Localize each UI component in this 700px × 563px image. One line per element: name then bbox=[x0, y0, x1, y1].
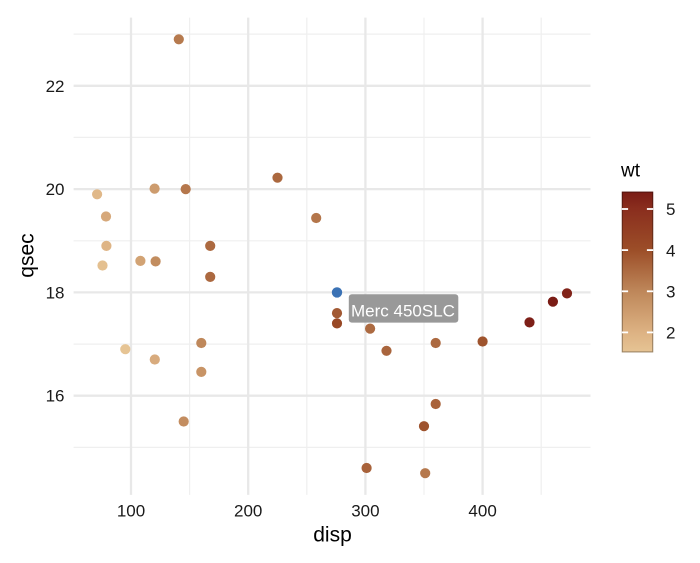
svg-text:5: 5 bbox=[666, 200, 675, 219]
svg-text:16: 16 bbox=[46, 387, 65, 406]
svg-text:wt: wt bbox=[620, 161, 641, 182]
svg-text:disp: disp bbox=[313, 524, 352, 547]
svg-text:200: 200 bbox=[234, 502, 262, 521]
svg-text:3: 3 bbox=[666, 283, 675, 302]
svg-text:20: 20 bbox=[46, 180, 65, 199]
svg-text:300: 300 bbox=[351, 502, 379, 521]
svg-text:Merc 450SLC: Merc 450SLC bbox=[351, 302, 455, 321]
svg-text:100: 100 bbox=[117, 502, 145, 521]
svg-text:qsec: qsec bbox=[16, 233, 39, 277]
svg-text:400: 400 bbox=[468, 502, 496, 521]
svg-text:4: 4 bbox=[666, 241, 675, 260]
svg-text:22: 22 bbox=[46, 77, 65, 96]
svg-text:2: 2 bbox=[666, 324, 675, 343]
svg-text:18: 18 bbox=[46, 283, 65, 302]
